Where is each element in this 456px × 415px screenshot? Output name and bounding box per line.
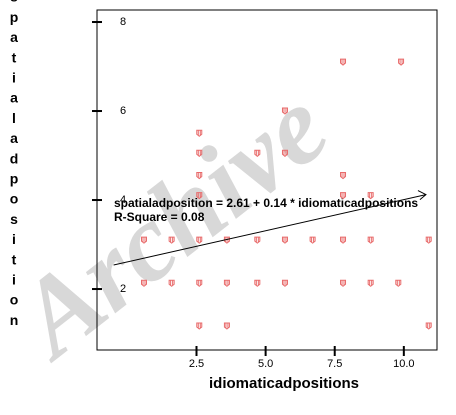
y-axis-title-letter: p <box>10 9 19 25</box>
y-axis-title-letter: i <box>12 231 16 247</box>
y-axis-title-letter: s <box>10 211 18 227</box>
x-tick-label: 7.5 <box>327 358 342 370</box>
point <box>168 236 175 244</box>
point <box>223 279 230 287</box>
y-axis-title-letter: a <box>10 90 18 106</box>
y-axis-title-letter: i <box>12 70 16 86</box>
point <box>340 58 347 66</box>
point <box>367 279 374 287</box>
regression-arrow <box>417 190 427 200</box>
y-axis-title-letter: i <box>12 272 16 288</box>
point <box>309 236 316 244</box>
y-tick-label: 8 <box>120 16 126 28</box>
x-axis-title: idiomaticadpositions <box>209 375 359 392</box>
point <box>254 279 261 287</box>
point <box>340 172 347 180</box>
regression-line <box>113 194 427 266</box>
point <box>425 322 432 330</box>
y-tick-label: 6 <box>120 105 126 117</box>
point <box>367 236 374 244</box>
x-tick-label: 10.0 <box>393 358 414 370</box>
y-axis-title-letter: t <box>12 251 17 267</box>
y-axis-title-letter: l <box>12 110 16 126</box>
point <box>196 149 203 157</box>
point <box>340 236 347 244</box>
point <box>196 192 203 200</box>
y-axis-title-letter: a <box>10 29 18 45</box>
y-axis-title-letter: n <box>10 312 19 328</box>
point <box>281 279 288 287</box>
point <box>281 149 288 157</box>
point <box>196 172 203 180</box>
y-axis-title-letter: o <box>10 292 19 308</box>
point <box>196 236 203 244</box>
point <box>223 322 230 330</box>
point <box>281 107 288 115</box>
point <box>140 236 147 244</box>
point <box>168 279 175 287</box>
point <box>395 279 402 287</box>
y-axis-title-letter: d <box>10 150 19 166</box>
point <box>340 192 347 200</box>
point <box>281 236 288 244</box>
y-axis-title-letter: p <box>10 171 19 187</box>
point <box>367 192 374 200</box>
y-tick-label: 2 <box>120 283 126 295</box>
y-axis-title-letter: o <box>10 191 19 207</box>
point <box>196 279 203 287</box>
point <box>196 322 203 330</box>
point <box>340 279 347 287</box>
point <box>140 279 147 287</box>
annotation: R-Square = 0.08 <box>114 210 205 224</box>
point <box>254 149 261 157</box>
plot-frame <box>96 9 438 351</box>
y-tick-label: 4 <box>120 194 126 206</box>
y-axis-title-letter: s <box>10 0 18 5</box>
x-tick-label: 5.0 <box>258 358 273 370</box>
y-axis-title-letter: t <box>12 49 17 65</box>
point <box>196 129 203 137</box>
x-tick-label: 2.5 <box>189 358 204 370</box>
y-axis-title-letter: a <box>10 130 18 146</box>
point <box>425 236 432 244</box>
point <box>254 236 261 244</box>
point <box>398 58 405 66</box>
annotation: spatialadposition = 2.61 + 0.14 * idioma… <box>114 196 418 210</box>
